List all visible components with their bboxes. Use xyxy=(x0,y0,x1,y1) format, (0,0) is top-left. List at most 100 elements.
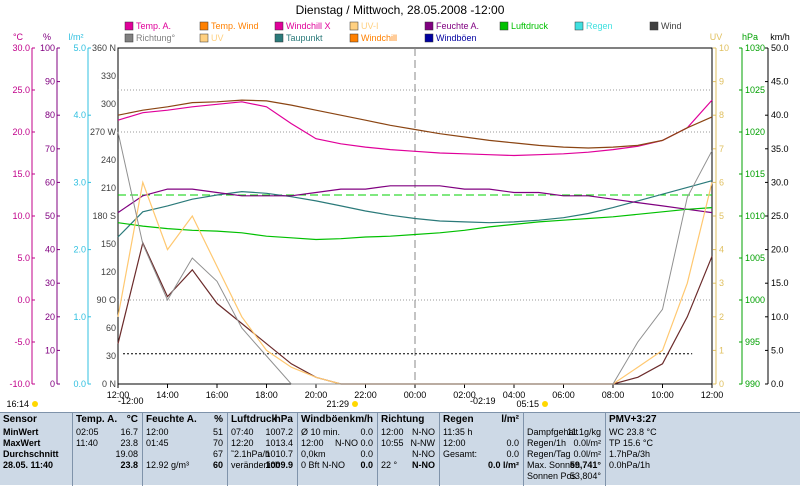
tick-label: 10.0 xyxy=(771,312,789,322)
time-label: 10:00 xyxy=(651,390,674,400)
legend-swatch xyxy=(424,33,434,43)
tick-label: 3.0 xyxy=(73,177,86,187)
axis-unit: hPa xyxy=(742,32,758,42)
tick-label: 0 xyxy=(719,379,724,389)
stats-row: N-NO xyxy=(378,449,439,460)
tick-label: 1000 xyxy=(745,295,765,305)
legend-swatch xyxy=(199,21,209,31)
stats-row: 02:05 16.7 xyxy=(73,427,142,438)
legend-label: Windböen xyxy=(436,33,477,43)
stats-value: 0.0l/m² xyxy=(573,449,601,459)
stats-column: Luftdruck hPa 07:40 1007.2 12:20 1013.4 ˜2.1hP… xyxy=(227,413,297,486)
legend-swatch xyxy=(499,21,509,31)
stats-time: Ø 10 min. xyxy=(301,427,341,437)
stats-row: 12:00 N-NO xyxy=(378,427,439,438)
stats-row: MinWert xyxy=(0,427,72,438)
axis-unit: UV xyxy=(710,32,723,42)
stats-header-label: PMV+3:27 xyxy=(609,414,657,425)
stats-row: 12:00 51 xyxy=(143,427,227,438)
sun-icon xyxy=(542,401,548,407)
stats-header-label: Temp. A. xyxy=(76,414,118,425)
tick-label: -10.0 xyxy=(9,379,30,389)
stats-time: Sonnen Pos xyxy=(527,471,577,481)
stats-value: 1009.9 xyxy=(265,460,293,470)
tick-label: 0 N xyxy=(102,379,116,389)
stats-column: Temp. A. °C 02:05 16.7 11:40 23.8 19.08 23.8 xyxy=(72,413,142,486)
sun-time: -02:19 xyxy=(470,396,496,406)
stats-value: N-NO xyxy=(412,460,435,470)
stats-row: 10:55 N-NW xyxy=(378,438,439,449)
stats-time: 12.92 g/m³ xyxy=(146,460,190,470)
legend-label: Feuchte A. xyxy=(436,21,479,31)
tick-label: 120 xyxy=(101,267,116,277)
tick-label: 0.0 xyxy=(73,379,86,389)
stats-time: Max. Sonnen xyxy=(527,460,581,470)
stats-row: 07:40 1007.2 xyxy=(228,427,297,438)
stats-row: Durchschnitt xyxy=(0,449,72,460)
stats-value: 11.1g/kg xyxy=(567,427,601,437)
stats-row: 0,0km 0.0 xyxy=(298,449,377,460)
legend-label: Windchill xyxy=(361,33,397,43)
weather-chart: Dienstag / Mittwoch, 28.05.2008 -12:00 T… xyxy=(6,3,790,409)
time-label: 12:00 xyxy=(107,390,130,400)
tick-label: 1 xyxy=(719,345,724,355)
tick-label: 7 xyxy=(719,144,724,154)
stats-time: Gesamt: xyxy=(443,449,478,459)
stats-time: 0,0km xyxy=(301,449,326,459)
stats-header xyxy=(524,413,605,427)
stats-row: 01:45 70 xyxy=(143,438,227,449)
stats-header: Feuchte A.% xyxy=(143,413,227,427)
tick-label: 995 xyxy=(745,337,760,347)
stats-unit: % xyxy=(214,414,223,425)
stats-row: MaxWert xyxy=(0,438,72,449)
legend-label: Regen xyxy=(586,21,613,31)
axes: 30.025.020.015.010.05.00.0-5.0-10.0°C100… xyxy=(9,32,789,400)
tick-label: 8 xyxy=(719,110,724,120)
axis-unit: l/m² xyxy=(69,32,84,42)
legend-swatch xyxy=(199,33,209,43)
tick-label: 30 xyxy=(45,278,55,288)
stats-value: N-NW xyxy=(410,438,436,448)
stats-time: 07:40 xyxy=(231,427,254,437)
stats-row: Sonnen Pos 53,804° xyxy=(524,471,605,482)
stats-time: Dampfgehalt xyxy=(527,427,579,437)
tick-label: 10 xyxy=(45,345,55,355)
stats-value: 67 xyxy=(212,449,223,459)
stats-column: Regen l/m² 11:35 h 12:00 0.0 Gesamt: 0.0 0.0 l/… xyxy=(439,413,523,486)
sun-time: 21:29 xyxy=(326,399,349,409)
time-label: 06:00 xyxy=(552,390,575,400)
stats-value: 0.0 l/m² xyxy=(487,460,519,470)
tick-label: 5.0 xyxy=(73,43,86,53)
stats-row: Max. Sonnen 59,741° xyxy=(524,460,605,471)
legend-label: Taupunkt xyxy=(286,33,323,43)
stats-value: 16.7 xyxy=(120,427,138,437)
stats-time: Regen/1h xyxy=(527,438,567,448)
time-label: 18:00 xyxy=(255,390,278,400)
legend-label: UV xyxy=(211,33,224,43)
tick-label: 210 xyxy=(101,183,116,193)
stats-time: 12:00 xyxy=(301,438,324,448)
stats-time: TP 15.6 °C xyxy=(609,438,653,448)
stats-value: 53,804° xyxy=(569,471,601,481)
stats-header: Temp. A. °C xyxy=(73,413,142,427)
stats-time: 12:20 xyxy=(231,438,254,448)
axis-unit: km/h xyxy=(770,32,790,42)
stats-time: 12:00 xyxy=(443,438,466,448)
stats-value: 51 xyxy=(212,427,223,437)
stats-row: ˜2.1hPa/h 1010.7 xyxy=(228,449,297,460)
tick-label: 1015 xyxy=(745,169,765,179)
stats-header: Regen l/m² xyxy=(440,413,523,427)
stats-value: 23.8 xyxy=(120,438,138,448)
legend-label: UV-I xyxy=(361,21,379,31)
stats-header: Luftdruck hPa xyxy=(228,413,297,427)
stats-row: Gesamt: 0.0 xyxy=(440,449,523,460)
stats-row: 0.0hPa/1h xyxy=(606,460,700,471)
tick-label: 2.0 xyxy=(73,245,86,255)
tick-label: 40.0 xyxy=(771,110,789,120)
stats-header: Sensor xyxy=(0,413,72,427)
stats-row: 0 Bft N-NO 0.0 xyxy=(298,460,377,471)
stats-value: 0.0 xyxy=(360,460,373,470)
legend: Temp. A. Richtung° Temp. Wind UV Windchill X… xyxy=(124,21,682,43)
stats-value: N-NO 0.0 xyxy=(334,438,373,448)
series-lines xyxy=(117,99,713,385)
